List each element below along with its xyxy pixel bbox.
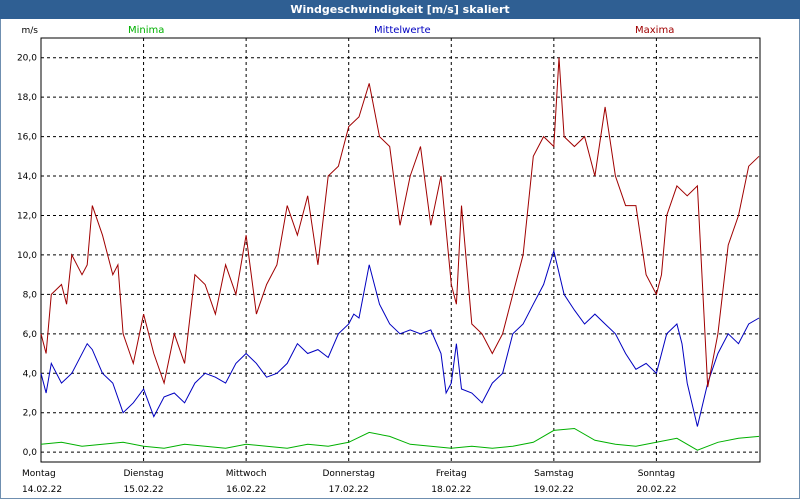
legend-mittelwerte: Mittelwerte: [374, 25, 431, 36]
y-tick-label: 6,0: [23, 330, 38, 340]
x-tick-day: Dienstag: [124, 469, 164, 479]
x-tick-date: 15.02.22: [124, 485, 164, 495]
y-tick-label: 16,0: [17, 133, 37, 143]
x-tick-date: 18.02.22: [431, 485, 471, 495]
x-tick-day: Freitag: [436, 469, 467, 479]
y-tick-label: 2,0: [23, 409, 38, 419]
x-tick-date: 17.02.22: [329, 485, 369, 495]
x-tick-day: Donnerstag: [322, 469, 375, 479]
x-tick-date: 19.02.22: [534, 485, 574, 495]
y-axis-label: m/s: [22, 26, 39, 36]
y-tick-label: 12,0: [17, 211, 37, 221]
y-tick-label: 18,0: [17, 93, 37, 103]
x-tick-day: Montag: [22, 469, 56, 479]
legend-maxima: Maxima: [635, 25, 675, 36]
y-tick-label: 10,0: [17, 251, 37, 261]
series-line-mittelwerte: [40, 249, 760, 427]
series-line-minima: [40, 427, 760, 451]
x-tick-day: Mittwoch: [226, 469, 267, 479]
x-tick-date: 16.02.22: [226, 485, 266, 495]
series-line-maxima: [40, 57, 760, 388]
chart-title: Windgeschwindigkeit [m/s] skaliert: [0, 0, 800, 19]
y-tick-label: 0,0: [23, 448, 38, 458]
y-tick-label: 4,0: [23, 369, 38, 379]
x-tick-date: 20.02.22: [636, 485, 676, 495]
plot-area: [40, 37, 761, 463]
y-tick-label: 8,0: [23, 290, 38, 300]
y-tick-label: 14,0: [17, 172, 37, 182]
y-tick-label: 20,0: [17, 54, 37, 64]
x-tick-date: 14.02.22: [22, 485, 62, 495]
x-tick-day: Samstag: [534, 469, 573, 479]
x-tick-day: Sonntag: [638, 469, 675, 479]
legend-minima: Minima: [128, 25, 165, 36]
